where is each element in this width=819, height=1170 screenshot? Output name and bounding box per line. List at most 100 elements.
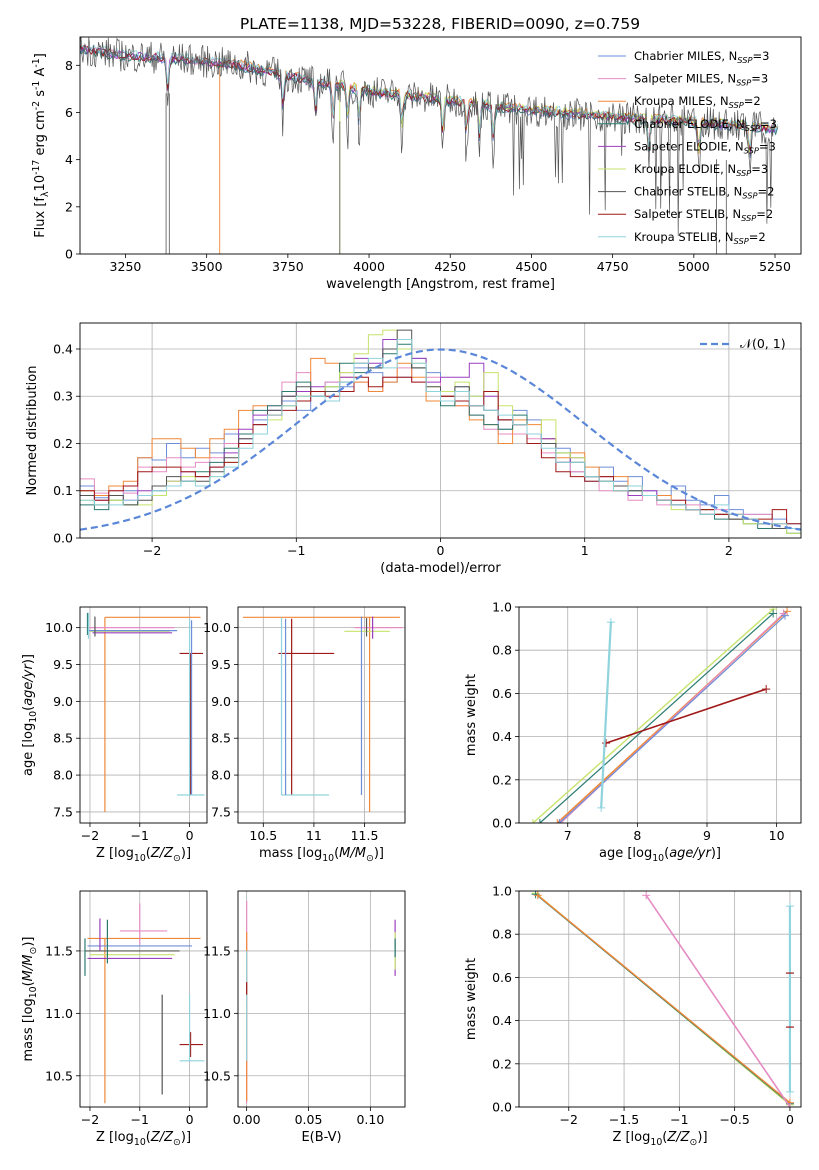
label-span: Z [log (612, 1130, 650, 1145)
label-span: Kroupa MILES, N (634, 94, 729, 108)
plots-layer: 3250 3500 3750 4000 4250 4500 4750 5000 5250 0 2 4 6… (21, 36, 802, 1148)
plot-area (84, 903, 205, 1104)
y-axis-label: mass weight (464, 674, 479, 756)
label-span: )] (181, 1130, 191, 1145)
x-tick-label: 3500 (191, 259, 223, 274)
plot-area (80, 329, 801, 534)
y-tick-label: 0.4 (53, 341, 73, 356)
label-span: ( (21, 706, 36, 711)
y-axis-label: mass weight (464, 958, 479, 1040)
y-tick-label: 11.5 (203, 943, 231, 958)
label-span: -17 (31, 160, 42, 175)
y-tick-label: 0.6 (492, 686, 512, 701)
spectrum-data-line (80, 37, 776, 237)
x-tick-label: 0.00 (233, 1112, 261, 1127)
y-tick-label: 0.3 (53, 389, 73, 404)
label-span: Kroupa STELIB, N (634, 230, 734, 244)
label-span: ( (146, 1130, 151, 1145)
label-span: mass [log (21, 998, 36, 1061)
label-span: ⊙ (28, 947, 39, 955)
x-tick-label: 4000 (353, 259, 385, 274)
plot-age_vs_mass: 10.5 11 11.5 7.5 8.0 8.5 9.0 9.5 10.0 mass [log10… (203, 606, 406, 864)
y-tick-label: 0.0 (492, 1100, 512, 1115)
label-span: 10 (28, 986, 39, 998)
axes-frame (79, 606, 208, 824)
x-tick-label: 0 (186, 828, 194, 843)
x-axis-label: Z [log10(Z/Z⊙)] (96, 846, 191, 864)
label-span: ⊙ (366, 853, 374, 864)
label-span: λ (40, 191, 51, 197)
legend-label: Salpeter MILES, NSSP=3 (634, 72, 768, 88)
x-tick-label: 4750 (597, 259, 629, 274)
y-tick-label: 0.0 (492, 816, 512, 831)
y-axis-label: Normed distribution (25, 366, 40, 496)
label-span: s (33, 90, 48, 101)
x-axis-label: (data-model)/error (380, 561, 501, 576)
y-tick-label: 0 (65, 247, 73, 262)
y-tick-label: 1.0 (492, 884, 512, 899)
label-span: ( (146, 846, 151, 861)
y-tick-label: 8.0 (53, 768, 73, 783)
label-span: 10 (28, 711, 39, 723)
legend-gauss-label: 𝒩(0, 1) (740, 336, 786, 351)
y-tick-label: 0.2 (53, 436, 73, 451)
label-span: Normed distribution (25, 366, 40, 496)
label-span: =2 (756, 207, 773, 221)
x-tick-label: 0.05 (295, 1112, 323, 1127)
y-tick-label: 0.6 (492, 970, 512, 985)
axes-frame (79, 890, 208, 1108)
x-tick-label: 11 (306, 828, 322, 843)
label-span: mass weight (464, 958, 479, 1040)
label-span: -1 (31, 81, 42, 90)
y-tick-label: 8.0 (211, 768, 231, 783)
plot-mass_vs_ebv: 0.00 0.05 0.10 10.5 11.0 11.5 E(B-V) (203, 890, 406, 1145)
label-span: =3 (752, 49, 769, 63)
x-tick-label: −2 (81, 828, 99, 843)
weight-line (537, 894, 791, 1104)
x-tick-label: −1 (131, 828, 149, 843)
label-span: )] (21, 654, 36, 664)
label-span: age [log (21, 723, 36, 776)
x-axis-label: wavelength [Angstrom, rest frame] (326, 277, 555, 292)
y-tick-label: 0.2 (492, 772, 512, 787)
label-span: =2 (757, 185, 774, 199)
y-tick-label: 8.5 (53, 731, 73, 746)
label-span: erg cm (33, 110, 48, 159)
legend-label: Chabrier STELIB, NSSP=2 (634, 185, 774, 201)
axes-overlay: 10.5 11 11.5 7.5 8.0 8.5 9.0 9.5 10.0 mass [log10… (203, 606, 406, 864)
x-tick-label: 5000 (678, 259, 710, 274)
label-span: =3 (760, 117, 777, 131)
y-tick-label: 0.8 (492, 927, 512, 942)
label-span: =2 (749, 230, 766, 244)
label-span: Salpeter ELODIE, N (634, 139, 744, 153)
x-tick-label: −2 (81, 1112, 99, 1127)
y-tick-label: 11.0 (203, 1006, 231, 1021)
label-span: Kroupa ELODIE, N (634, 162, 736, 176)
label-span: ⊙ (173, 1137, 181, 1148)
weight-line (558, 615, 786, 823)
x-tick-label: 0 (786, 1112, 794, 1127)
y-tick-label: 6 (65, 105, 73, 120)
weight-line (600, 622, 613, 808)
x-tick-label: −1 (131, 1112, 149, 1127)
label-span: 10 (652, 853, 664, 864)
x-axis-label: E(B-V) (301, 1130, 341, 1145)
label-span: 10 (322, 853, 334, 864)
label-span: M/M (339, 846, 366, 861)
y-axis-label: mass [log10(M/M⊙)] (21, 937, 39, 1062)
gaussian-curve (80, 348, 801, 531)
label-span: Chabrier STELIB, N (634, 185, 742, 199)
label-span: age/yr (669, 846, 712, 861)
y-tick-label: 9.5 (53, 657, 73, 672)
x-axis-label: Z [log10(Z/Z⊙)] (612, 1130, 707, 1148)
y-tick-label: 9.0 (211, 694, 231, 709)
plot-spectrum: 3250 3500 3750 4000 4250 4500 4750 5000 5250 0 2 4 6… (31, 36, 802, 292)
y-tick-label: 11.5 (45, 943, 73, 958)
plot-area (528, 607, 792, 823)
label-span: =2 (744, 94, 761, 108)
label-span: Z/Z (150, 1130, 174, 1145)
y-tick-label: 0.8 (492, 643, 512, 658)
x-tick-label: −1 (287, 543, 305, 558)
